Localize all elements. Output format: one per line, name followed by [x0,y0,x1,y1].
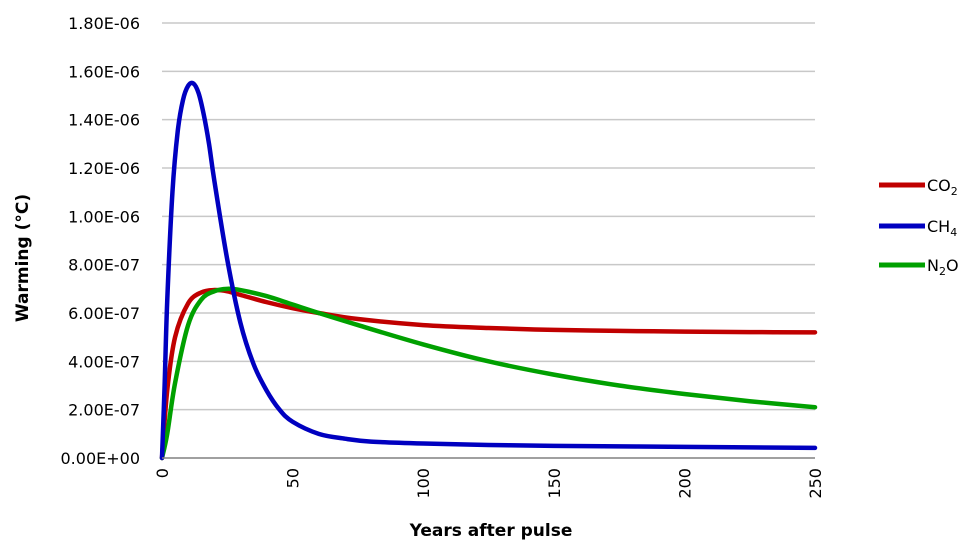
legend-label-n2o: N2O [927,256,959,278]
legend-item-co2: CO2 [879,176,958,198]
x-tick-label: 200 [675,468,694,499]
y-tick-label: 8.00E-07 [68,256,140,275]
legend-label-co2: CO2 [927,176,958,198]
x-tick-label: 100 [414,468,433,499]
x-tick-label: 250 [806,468,825,499]
legend-item-n2o: N2O [879,256,959,278]
y-tick-label: 1.80E-06 [68,14,140,33]
x-tick-label: 150 [545,468,564,499]
y-tick-label: 1.60E-06 [68,62,140,81]
x-tick-label: 0 [153,468,172,478]
gridlines [162,22,815,411]
series-line-n2o [159,286,818,461]
y-tick-label: 1.40E-06 [68,111,140,130]
y-tick-labels: 0.00E+00 2.00E-07 4.00E-07 6.00E-07 8.00E-07… [61,14,141,468]
y-tick-label: 6.00E-07 [68,304,140,323]
y-tick-label: 0.00E+00 [61,449,141,468]
y-tick-label: 4.00E-07 [68,352,140,371]
legend-label-ch4: CH4 [927,217,957,239]
series-line-co2 [159,287,818,461]
series-lines [159,80,818,461]
y-tick-label: 1.20E-06 [68,159,140,178]
legend-item-ch4: CH4 [879,217,957,239]
series-line-ch4 [159,80,818,461]
legend: CO2 CH4 N2O [879,176,959,278]
x-tick-labels: 0 50 100 150 200 250 [153,468,825,499]
y-tick-label: 2.00E-07 [68,401,140,420]
y-axis-title: Warming (°C) [13,194,33,322]
x-axis-title: Years after pulse [409,521,573,541]
y-tick-label: 1.00E-06 [68,207,140,226]
x-tick-label: 50 [284,468,303,488]
